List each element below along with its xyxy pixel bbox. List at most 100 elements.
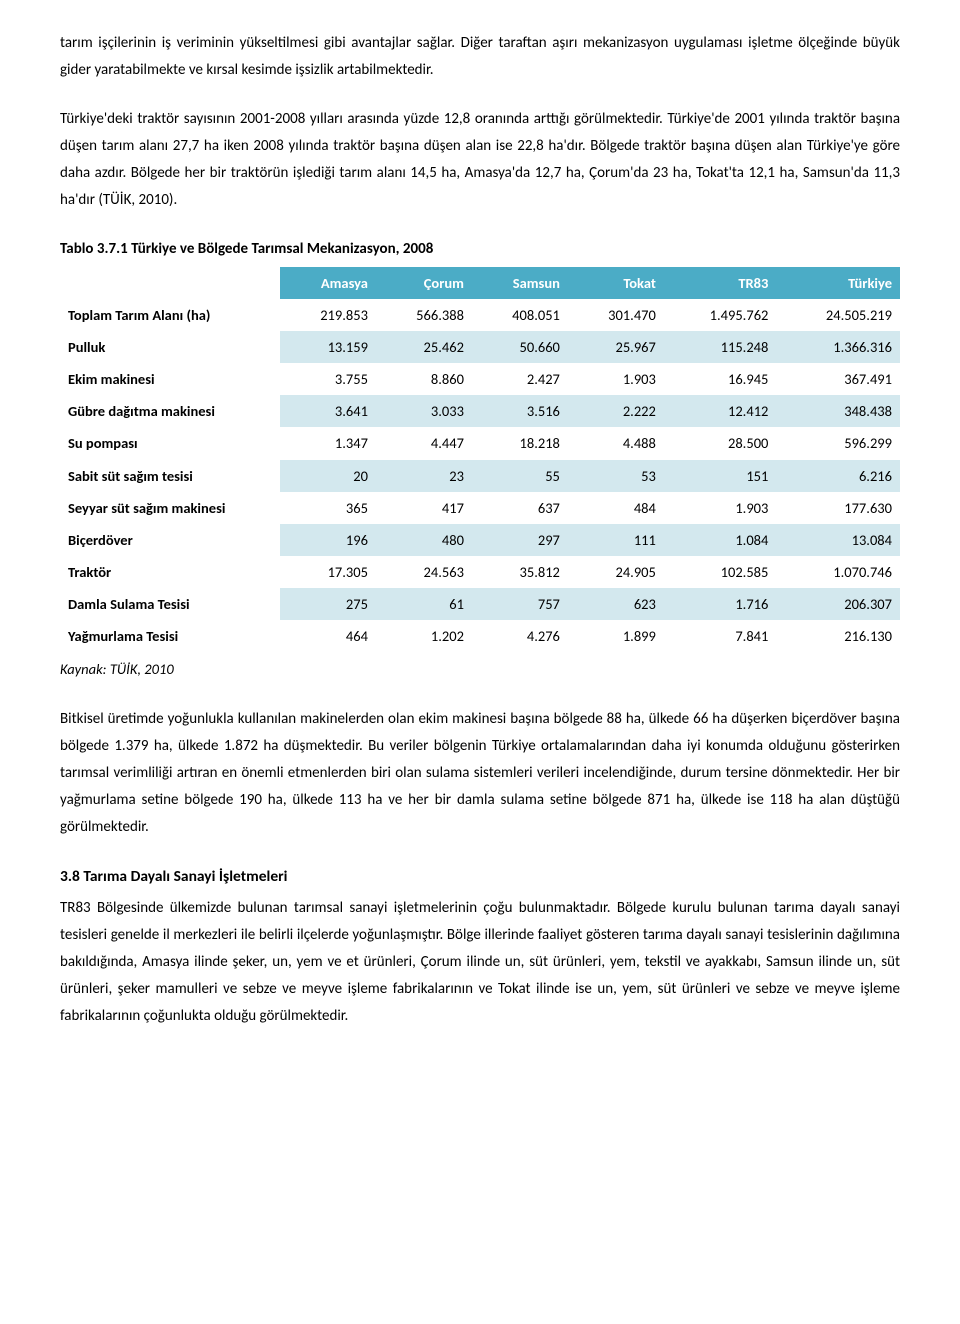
row-value: 1.716: [664, 588, 777, 620]
table-row: Su pompası1.3474.44718.2184.48828.500596…: [60, 427, 900, 459]
table-header-samsun: Samsun: [472, 267, 568, 299]
row-value: 53: [568, 460, 664, 492]
table-header-tokat: Tokat: [568, 267, 664, 299]
paragraph-3: Bitkisel üretimde yoğunlukla kullanılan …: [60, 706, 900, 841]
table-row: Sabit süt sağım tesisi202355531516.216: [60, 460, 900, 492]
row-value: 16.945: [664, 363, 777, 395]
row-value: 637: [472, 492, 568, 524]
row-value: 28.500: [664, 427, 777, 459]
row-value: 23: [376, 460, 472, 492]
row-value: 4.276: [472, 620, 568, 652]
row-value: 1.347: [280, 427, 376, 459]
table-row: Pulluk13.15925.46250.66025.967115.2481.3…: [60, 331, 900, 363]
row-value: 1.495.762: [664, 299, 777, 331]
row-value: 18.218: [472, 427, 568, 459]
table-header-row: Amasya Çorum Samsun Tokat TR83 Türkiye: [60, 267, 900, 299]
row-value: 206.307: [776, 588, 900, 620]
table-row: Ekim makinesi3.7558.8602.4271.90316.9453…: [60, 363, 900, 395]
paragraph-2: Türkiye'deki traktör sayısının 2001-2008…: [60, 106, 900, 214]
row-value: 25.462: [376, 331, 472, 363]
row-label: Biçerdöver: [60, 524, 280, 556]
row-value: 566.388: [376, 299, 472, 331]
paragraph-1: tarım işçilerinin iş veriminin yükseltil…: [60, 30, 900, 84]
row-value: 464: [280, 620, 376, 652]
row-value: 50.660: [472, 331, 568, 363]
table-row: Traktör17.30524.56335.81224.905102.5851.…: [60, 556, 900, 588]
row-value: 3.641: [280, 395, 376, 427]
section-title: 3.8 Tarıma Dayalı Sanayi İşletmeleri: [60, 863, 900, 891]
table-row: Yağmurlama Tesisi4641.2024.2761.8997.841…: [60, 620, 900, 652]
table-row: Toplam Tarım Alanı (ha)219.853566.388408…: [60, 299, 900, 331]
row-value: 3.033: [376, 395, 472, 427]
table-header-turkiye: Türkiye: [776, 267, 900, 299]
row-value: 480: [376, 524, 472, 556]
row-value: 24.563: [376, 556, 472, 588]
row-value: 3.516: [472, 395, 568, 427]
table-header-tr83: TR83: [664, 267, 777, 299]
row-label: Gübre dağıtma makinesi: [60, 395, 280, 427]
row-label: Pulluk: [60, 331, 280, 363]
row-value: 301.470: [568, 299, 664, 331]
table-header-corum: Çorum: [376, 267, 472, 299]
row-value: 2.222: [568, 395, 664, 427]
table-row: Seyyar süt sağım makinesi3654176374841.9…: [60, 492, 900, 524]
row-label: Traktör: [60, 556, 280, 588]
row-value: 24.905: [568, 556, 664, 588]
row-value: 417: [376, 492, 472, 524]
row-value: 17.305: [280, 556, 376, 588]
row-label: Damla Sulama Tesisi: [60, 588, 280, 620]
row-value: 275: [280, 588, 376, 620]
paragraph-4: TR83 Bölgesinde ülkemizde bulunan tarıms…: [60, 895, 900, 1030]
row-value: 4.447: [376, 427, 472, 459]
row-label: Yağmurlama Tesisi: [60, 620, 280, 652]
row-label: Su pompası: [60, 427, 280, 459]
row-value: 3.755: [280, 363, 376, 395]
table-header-amasya: Amasya: [280, 267, 376, 299]
table-body: Toplam Tarım Alanı (ha)219.853566.388408…: [60, 299, 900, 652]
row-value: 111: [568, 524, 664, 556]
row-value: 151: [664, 460, 777, 492]
row-value: 623: [568, 588, 664, 620]
row-value: 25.967: [568, 331, 664, 363]
row-value: 12.412: [664, 395, 777, 427]
table-title: Tablo 3.7.1 Türkiye ve Bölgede Tarımsal …: [60, 236, 900, 263]
row-value: 1.899: [568, 620, 664, 652]
row-value: 365: [280, 492, 376, 524]
row-value: 408.051: [472, 299, 568, 331]
row-value: 1.366.316: [776, 331, 900, 363]
table-row: Damla Sulama Tesisi275617576231.716206.3…: [60, 588, 900, 620]
row-label: Sabit süt sağım tesisi: [60, 460, 280, 492]
row-value: 115.248: [664, 331, 777, 363]
row-value: 596.299: [776, 427, 900, 459]
row-value: 297: [472, 524, 568, 556]
row-value: 348.438: [776, 395, 900, 427]
row-value: 757: [472, 588, 568, 620]
mechanization-table: Amasya Çorum Samsun Tokat TR83 Türkiye T…: [60, 267, 900, 652]
row-value: 177.630: [776, 492, 900, 524]
row-value: 1.084: [664, 524, 777, 556]
row-value: 13.159: [280, 331, 376, 363]
row-value: 484: [568, 492, 664, 524]
row-label: Seyyar süt sağım makinesi: [60, 492, 280, 524]
row-label: Ekim makinesi: [60, 363, 280, 395]
table-source: Kaynak: TÜİK, 2010: [60, 656, 900, 682]
row-value: 216.130: [776, 620, 900, 652]
row-value: 7.841: [664, 620, 777, 652]
row-value: 13.084: [776, 524, 900, 556]
table-row: Gübre dağıtma makinesi3.6413.0333.5162.2…: [60, 395, 900, 427]
row-value: 367.491: [776, 363, 900, 395]
row-value: 1.903: [664, 492, 777, 524]
row-value: 55: [472, 460, 568, 492]
row-label: Toplam Tarım Alanı (ha): [60, 299, 280, 331]
row-value: 196: [280, 524, 376, 556]
row-value: 1.070.746: [776, 556, 900, 588]
row-value: 219.853: [280, 299, 376, 331]
row-value: 102.585: [664, 556, 777, 588]
row-value: 24.505.219: [776, 299, 900, 331]
row-value: 20: [280, 460, 376, 492]
row-value: 35.812: [472, 556, 568, 588]
row-value: 4.488: [568, 427, 664, 459]
row-value: 8.860: [376, 363, 472, 395]
row-value: 2.427: [472, 363, 568, 395]
row-value: 1.202: [376, 620, 472, 652]
